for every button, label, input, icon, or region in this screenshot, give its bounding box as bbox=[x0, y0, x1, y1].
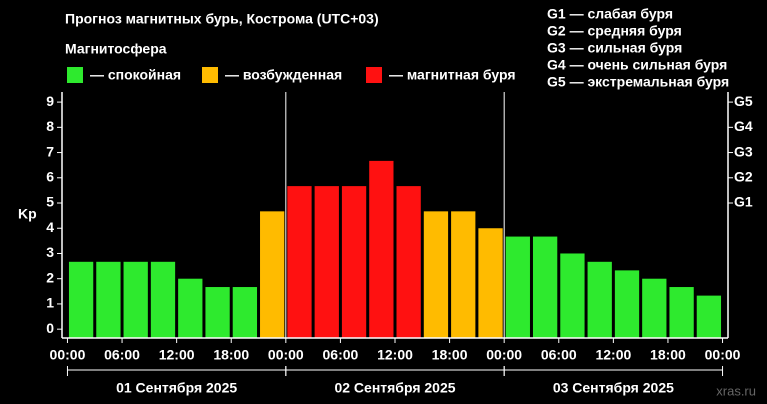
legend-title: Магнитосфера bbox=[65, 41, 167, 57]
bar bbox=[369, 160, 394, 338]
x-tick-label: 06:00 bbox=[104, 347, 140, 363]
x-tick-label: 00:00 bbox=[268, 347, 304, 363]
bar bbox=[560, 253, 585, 338]
y2-tick-label: G5 bbox=[734, 93, 753, 109]
y-tick-label: 0 bbox=[46, 320, 54, 336]
bar bbox=[68, 261, 94, 338]
storm-level: G5 — экстремальная буря bbox=[547, 74, 729, 90]
bar bbox=[96, 261, 121, 338]
bar bbox=[532, 236, 558, 338]
bar bbox=[696, 295, 722, 338]
y-tick-label: 8 bbox=[46, 118, 54, 134]
bar bbox=[232, 287, 258, 338]
y-tick-label: 3 bbox=[46, 244, 54, 260]
bar bbox=[205, 287, 230, 338]
bar bbox=[396, 186, 421, 338]
x-tick-label: 18:00 bbox=[432, 347, 468, 363]
x-tick-label: 18:00 bbox=[650, 347, 686, 363]
day-label: 03 Сентября 2025 bbox=[553, 380, 674, 396]
y2-tick-label: G4 bbox=[734, 118, 753, 134]
legend-swatch bbox=[67, 67, 83, 83]
y2-tick-label: G2 bbox=[734, 168, 753, 184]
bar bbox=[669, 287, 694, 338]
legend-label: — магнитная буря bbox=[389, 67, 516, 83]
watermark: xras.ru bbox=[716, 383, 756, 398]
bar bbox=[314, 186, 339, 338]
bar bbox=[123, 261, 148, 338]
bar bbox=[341, 186, 367, 338]
bar bbox=[451, 211, 476, 338]
legend-swatch bbox=[366, 67, 382, 83]
x-tick-label: 00:00 bbox=[50, 347, 86, 363]
bar bbox=[178, 278, 203, 338]
legend-label: — возбужденная bbox=[225, 67, 342, 83]
x-tick-label: 12:00 bbox=[377, 347, 413, 363]
x-tick-label: 06:00 bbox=[323, 347, 359, 363]
bar bbox=[587, 261, 612, 338]
y-axis-label: Kp bbox=[18, 206, 37, 222]
storm-level: G3 — сильная буря bbox=[547, 40, 682, 56]
y-tick-label: 9 bbox=[46, 93, 54, 109]
x-tick-label: 00:00 bbox=[486, 347, 522, 363]
y2-tick-label: G1 bbox=[734, 194, 753, 210]
chart-title: Прогноз магнитных бурь, Кострома (UTC+03… bbox=[65, 11, 379, 27]
legend-label: — спокойная bbox=[90, 67, 181, 83]
legend-swatch bbox=[202, 67, 218, 83]
bar bbox=[287, 186, 312, 338]
bar bbox=[505, 236, 530, 338]
day-label: 01 Сентября 2025 bbox=[116, 380, 237, 396]
bar bbox=[478, 228, 503, 338]
storm-level: G1 — слабая буря bbox=[547, 6, 673, 22]
x-tick-label: 06:00 bbox=[541, 347, 577, 363]
y-tick-label: 2 bbox=[46, 269, 54, 285]
x-tick-label: 12:00 bbox=[595, 347, 631, 363]
y-tick-label: 6 bbox=[46, 168, 54, 184]
day-label: 02 Сентября 2025 bbox=[334, 380, 455, 396]
storm-level: G4 — очень сильная буря bbox=[547, 57, 727, 73]
y-tick-label: 5 bbox=[46, 194, 54, 210]
y-tick-label: 4 bbox=[46, 219, 54, 235]
y2-tick-label: G3 bbox=[734, 143, 753, 159]
storm-level: G2 — средняя буря bbox=[547, 23, 682, 39]
x-tick-label: 00:00 bbox=[705, 347, 741, 363]
y-tick-label: 1 bbox=[46, 295, 54, 311]
bar bbox=[642, 278, 667, 338]
x-tick-label: 18:00 bbox=[213, 347, 249, 363]
y-tick-label: 7 bbox=[46, 143, 54, 159]
bar bbox=[260, 211, 285, 338]
bar bbox=[150, 261, 176, 338]
bar bbox=[423, 211, 449, 338]
x-tick-label: 12:00 bbox=[159, 347, 195, 363]
bar bbox=[614, 270, 640, 338]
